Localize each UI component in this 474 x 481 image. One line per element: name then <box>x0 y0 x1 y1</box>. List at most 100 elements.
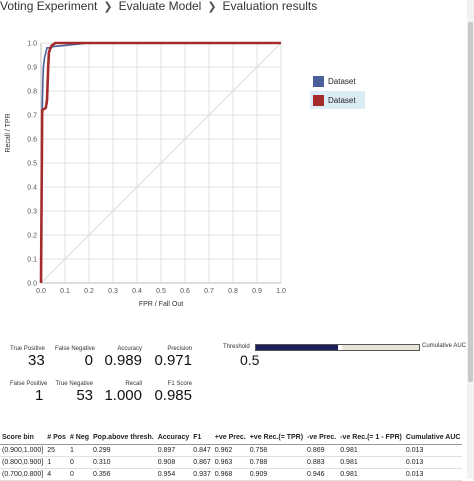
true-positive-metric: True Positive 33 <box>10 346 45 369</box>
breadcrumb-module[interactable]: Evaluate Model <box>118 0 202 13</box>
table-cell: 0.883 <box>305 456 339 469</box>
column-header[interactable]: +ve Prec. <box>212 430 248 445</box>
table-cell: 1 <box>45 456 68 469</box>
threshold-value: 0.5 <box>240 352 260 368</box>
chevron-right-icon: ❯ <box>103 0 113 13</box>
false-negative-metric: False Negative 0 <box>55 346 96 369</box>
threshold-slider-fill <box>256 345 338 350</box>
table-cell: (0.900,1.000] <box>0 444 46 457</box>
legend-item-series-1[interactable]: Dataset <box>310 72 365 90</box>
metric-label: F1 Score <box>167 381 192 387</box>
column-header[interactable]: -ve Rec.(= 1 - FPR) <box>338 430 404 445</box>
metric-label: Precision <box>167 346 192 352</box>
x-tick-label: 0.9 <box>252 288 262 295</box>
y-tick-label: 0.9 <box>27 65 37 72</box>
x-axis-label: FPR / Fall Out <box>139 301 183 308</box>
legend-label: Dataset <box>328 95 356 105</box>
x-tick-label: 0.8 <box>228 288 238 295</box>
chart-legend: Dataset Dataset <box>310 72 365 110</box>
column-header[interactable]: # Pos <box>45 430 68 445</box>
table-cell: 25 <box>45 444 68 457</box>
table-cell: 0.847 <box>191 444 213 457</box>
chevron-right-icon: ❯ <box>207 0 217 13</box>
table-cell: 0.963 <box>212 456 248 469</box>
column-header[interactable]: Accuracy <box>155 430 192 445</box>
column-header[interactable]: Cumulative AUC <box>403 430 463 445</box>
table-cell: 0.299 <box>91 444 156 457</box>
metric-value: 0 <box>84 352 93 369</box>
table-header-row: Score bin # Pos # Neg Pop.above thresh. Accu… <box>0 430 463 445</box>
series-line-2 <box>39 41 281 284</box>
table-cell: 0 <box>67 456 92 469</box>
roc-chart: 0.0 0.1 0.2 0.3 0.4 0.5 0.6 0.7 0.8 0.9 1.0 0.0 0.1 0… <box>5 41 286 309</box>
table-cell: 0.908 <box>155 456 192 469</box>
recall-metric: Recall 1.000 <box>100 381 142 404</box>
x-tick-label: 0.6 <box>180 288 190 295</box>
diagonal-reference-line <box>40 42 282 284</box>
y-tick-label: 0.0 <box>27 281 37 288</box>
table-cell: 0.013 <box>403 444 463 457</box>
x-tick-label: 1.0 <box>276 288 286 295</box>
threshold-label: Threshold <box>223 344 250 350</box>
table-cell: 0.897 <box>155 444 192 457</box>
table-cell: 0.310 <box>91 456 156 469</box>
metric-label: True Negative <box>55 381 93 387</box>
table-row: (0.900,1.000] 25 1 0.299 0.897 0.847 0.962 0.75… <box>0 444 463 457</box>
cumulative-auc-label: Cumulative AUC <box>422 343 467 349</box>
metric-value: 0.989 <box>104 352 142 369</box>
true-negative-metric: True Negative 53 <box>55 381 93 404</box>
metric-value: 33 <box>28 352 45 369</box>
metric-value: 1.000 <box>104 387 142 404</box>
metric-value: 1 <box>35 387 44 404</box>
y-tick-label: 0.5 <box>27 161 37 168</box>
table-row: (0.700,0.800] 4 0 0.356 0.954 0.937 0.968 0.909… <box>0 468 463 481</box>
precision-metric: Precision 0.971 <box>150 346 192 369</box>
metric-label: False Positive <box>10 381 48 387</box>
legend-swatch <box>313 75 324 87</box>
column-header[interactable]: +ve Rec.(= TPR) <box>247 430 306 445</box>
metric-value: 0.971 <box>154 352 192 369</box>
x-tick-label: 0.5 <box>156 288 166 295</box>
x-tick-label: 0.2 <box>84 288 94 295</box>
column-header[interactable]: -ve Prec. <box>305 430 339 445</box>
column-header[interactable]: F1 <box>191 430 213 445</box>
metric-label: True Positive <box>10 346 45 352</box>
accuracy-metric: Accuracy 0.989 <box>100 346 142 369</box>
legend-swatch <box>313 94 324 106</box>
breadcrumb-current: Evaluation results <box>222 0 318 13</box>
metric-label: Accuracy <box>117 346 142 352</box>
metric-value: 53 <box>76 387 93 404</box>
table-cell: (0.800,0.900] <box>0 456 46 469</box>
metric-label: False Negative <box>55 346 96 352</box>
column-header[interactable]: Score bin <box>0 430 46 445</box>
x-tick-label: 0.0 <box>36 288 46 295</box>
breadcrumb: Voting Experiment ❯ Evaluate Model ❯ Eva… <box>0 0 317 15</box>
table-cell: 0.962 <box>212 444 248 457</box>
y-tick-label: 1.0 <box>27 41 37 48</box>
table-row: (0.800,0.900] 1 0 0.310 0.908 0.867 0.963 0.788… <box>0 456 463 469</box>
legend-item-series-2[interactable]: Dataset <box>310 91 365 109</box>
y-tick-label: 0.7 <box>27 113 37 120</box>
table-cell: 0.867 <box>191 456 213 469</box>
table-cell: 0.981 <box>338 456 404 469</box>
x-tick-label: 0.4 <box>132 288 142 295</box>
y-tick-label: 0.8 <box>27 89 37 96</box>
metric-value: 0.985 <box>154 387 192 404</box>
breadcrumb-experiment[interactable]: Voting Experiment <box>0 0 98 13</box>
y-tick-label: 0.1 <box>27 257 37 264</box>
x-tick-label: 0.3 <box>108 288 118 295</box>
x-tick-label: 0.7 <box>204 288 214 295</box>
threshold-slider[interactable] <box>255 344 420 351</box>
table-cell: 0.788 <box>247 456 306 469</box>
table-cell: 0.013 <box>403 456 463 469</box>
scrollbar-thumb[interactable] <box>468 22 473 382</box>
y-tick-label: 0.6 <box>27 137 37 144</box>
y-tick-label: 0.2 <box>27 233 37 240</box>
f1-score-metric: F1 Score 0.985 <box>150 381 192 404</box>
vertical-scrollbar[interactable] <box>467 0 474 479</box>
y-axis-label: Recall / TPR <box>5 113 12 152</box>
y-tick-label: 0.3 <box>27 209 37 216</box>
table-cell: 1 <box>67 444 92 457</box>
column-header[interactable]: Pop.above thresh. <box>91 430 156 445</box>
column-header[interactable]: # Neg <box>67 430 92 445</box>
